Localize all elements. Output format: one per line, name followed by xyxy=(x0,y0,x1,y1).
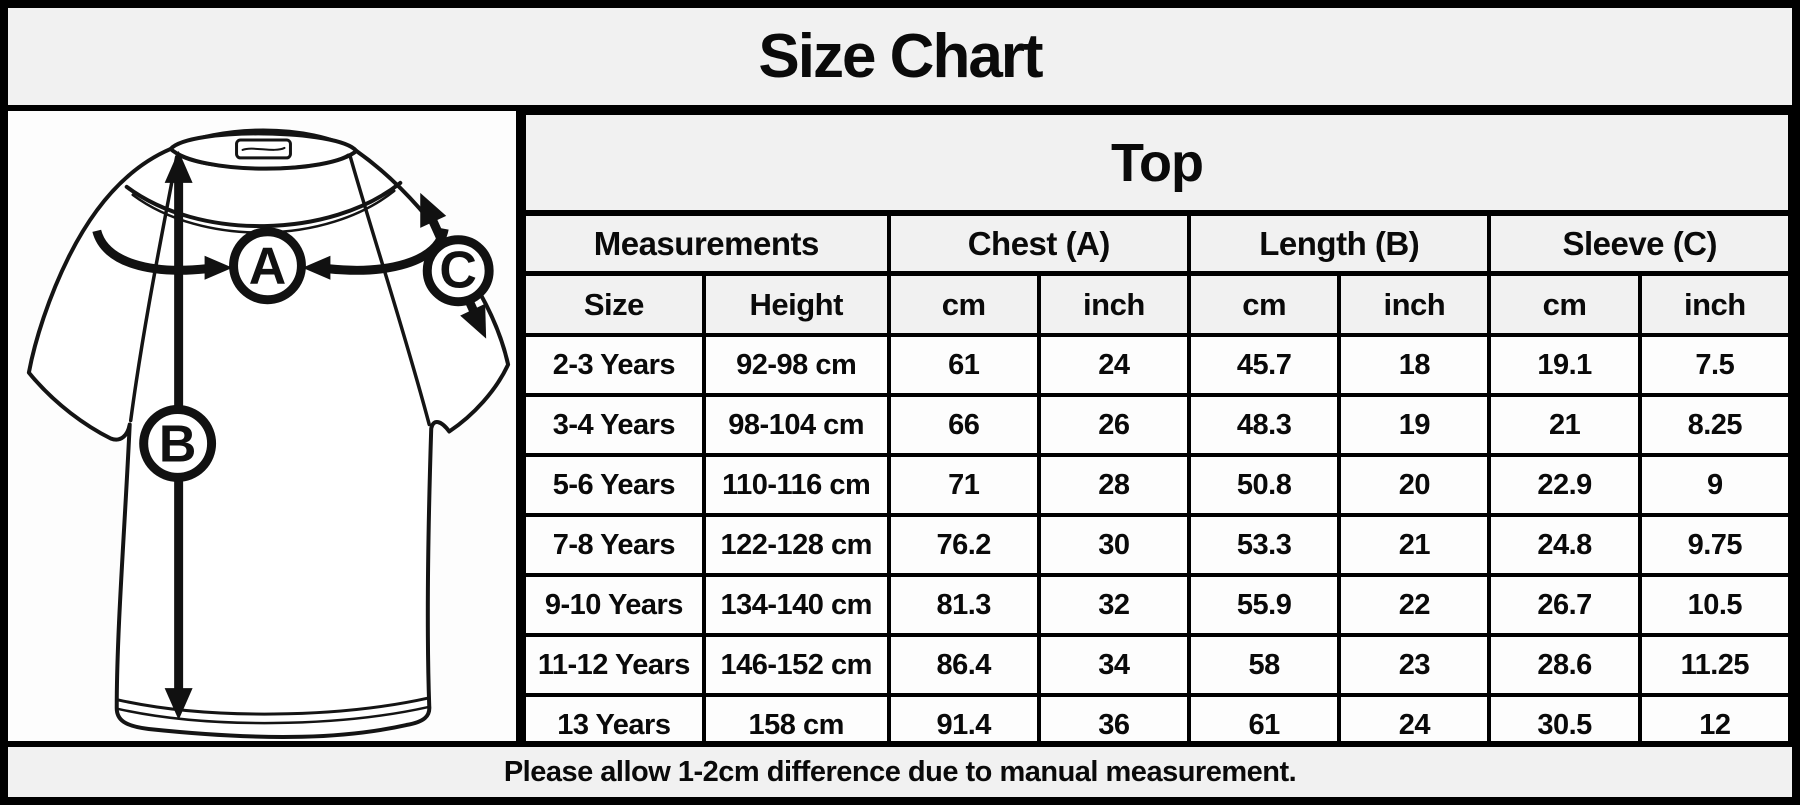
yoke-seam xyxy=(124,180,403,229)
table-row: 11-12 Years 146-152 cm 86.4 34 58 23 28.6 11.25 xyxy=(522,633,1793,697)
group-header-cell: Length (B) xyxy=(1187,211,1492,276)
table-cell: 11-12 Years xyxy=(522,633,706,697)
title-bar: Size Chart xyxy=(8,8,1792,111)
raglan-seam-left xyxy=(128,155,179,423)
table-row: 13 Years 158 cm 91.4 36 61 24 30.5 12 xyxy=(522,693,1793,757)
table-section-row: Top xyxy=(522,111,1792,216)
table-row: 9-10 Years 134-140 cm 81.3 32 55.9 22 26.7 10.5 xyxy=(522,573,1793,637)
sub-header-cell: cm xyxy=(1487,271,1642,337)
main-area: A B C xyxy=(8,111,1793,757)
sub-header-cell: cm xyxy=(886,271,1041,337)
table-cell: 7.5 xyxy=(1637,333,1793,397)
table-cell: 92-98 cm xyxy=(701,333,891,397)
table-cell: 81.3 xyxy=(886,573,1041,637)
table-row: 2-3 Years 92-98 cm 61 24 45.7 18 19.1 7.5 xyxy=(522,333,1793,397)
label-a-badge: A xyxy=(229,227,306,305)
table-cell: 71 xyxy=(886,453,1041,517)
sub-header-cell: Size xyxy=(522,271,706,337)
label-a: A xyxy=(249,238,287,296)
table-cell: 8.25 xyxy=(1637,393,1793,457)
table-cell: 23 xyxy=(1337,633,1492,697)
table-cell: 19 xyxy=(1337,393,1492,457)
table-cell: 18 xyxy=(1337,333,1492,397)
sub-header-cell: inch xyxy=(1036,271,1192,337)
table-cell: 26.7 xyxy=(1487,573,1642,637)
table-cell: 34 xyxy=(1036,633,1192,697)
table-cell: 22 xyxy=(1337,573,1492,637)
table-cell: 86.4 xyxy=(886,633,1041,697)
sub-header-cell: cm xyxy=(1187,271,1342,337)
group-header-row: Measurements Chest (A) Length (B) Sleeve (C… xyxy=(522,211,1792,276)
sub-header-cell: Height xyxy=(701,271,891,337)
table-cell: 11.25 xyxy=(1637,633,1793,697)
table-cell: 3-4 Years xyxy=(522,393,706,457)
table-section-title: Top xyxy=(522,111,1792,216)
group-header-cell: Sleeve (C) xyxy=(1487,211,1792,276)
table-cell: 122-128 cm xyxy=(701,513,891,577)
table-cell: 19.1 xyxy=(1487,333,1642,397)
table-cell: 50.8 xyxy=(1187,453,1342,517)
table-cell: 61 xyxy=(886,333,1041,397)
table-cell: 28 xyxy=(1036,453,1192,517)
table-cell: 66 xyxy=(886,393,1041,457)
table-cell: 22.9 xyxy=(1487,453,1642,517)
table-cell: 55.9 xyxy=(1187,573,1342,637)
table-row: 3-4 Years 98-104 cm 66 26 48.3 19 21 8.25 xyxy=(522,393,1793,457)
hem-stitch-2 xyxy=(117,705,430,725)
label-c-badge: C xyxy=(422,235,494,307)
table-cell: 98-104 cm xyxy=(701,393,891,457)
table-cell: 146-152 cm xyxy=(701,633,891,697)
tshirt-illustration: A B C xyxy=(26,128,511,739)
page-title: Size Chart xyxy=(758,22,1043,91)
table-cell: 32 xyxy=(1036,573,1192,637)
table-cell: 5-6 Years xyxy=(522,453,706,517)
table-cell: 28.6 xyxy=(1487,633,1642,697)
table-cell: 9 xyxy=(1637,453,1793,517)
size-table-body: 2-3 Years 92-98 cm 61 24 45.7 18 19.1 7.5 3-4 Ye… xyxy=(522,333,1793,757)
table-cell: 53.3 xyxy=(1187,513,1342,577)
table-cell: 24 xyxy=(1036,333,1192,397)
tshirt-diagram: A B C xyxy=(8,111,522,741)
collar-tag-print xyxy=(241,146,286,151)
table-cell: 26 xyxy=(1036,393,1192,457)
table-cell: 20 xyxy=(1337,453,1492,517)
table-cell: 45.7 xyxy=(1187,333,1342,397)
table-cell: 7-8 Years xyxy=(522,513,706,577)
sub-header-row: Size Height cm inch cm inch cm inch xyxy=(522,271,1793,337)
table-cell: 58 xyxy=(1187,633,1342,697)
group-header-cell: Measurements xyxy=(522,211,891,276)
table-cell: 9.75 xyxy=(1637,513,1793,577)
sub-header-cell: inch xyxy=(1637,271,1793,337)
size-table-wrap: Top Measurements Chest (A) Length (B) Sleev… xyxy=(522,111,1793,757)
hem-stitch-1 xyxy=(117,696,430,716)
group-header-cell: Chest (A) xyxy=(886,211,1192,276)
table-cell: 30 xyxy=(1036,513,1192,577)
table-cell: 134-140 cm xyxy=(701,573,891,637)
table-cell: 21 xyxy=(1337,513,1492,577)
label-b: B xyxy=(159,415,197,473)
sub-header-cell: inch xyxy=(1337,271,1492,337)
table-cell: 10.5 xyxy=(1637,573,1793,637)
table-cell: 48.3 xyxy=(1187,393,1342,457)
table-cell: 21 xyxy=(1487,393,1642,457)
raglan-seam-right xyxy=(348,155,431,427)
table-row: 5-6 Years 110-116 cm 71 28 50.8 20 22.9 9 xyxy=(522,453,1793,517)
table-cell: 110-116 cm xyxy=(701,453,891,517)
footer-note: Please allow 1-2cm difference due to man… xyxy=(8,741,1792,797)
size-table: Top Measurements Chest (A) Length (B) Sleev… xyxy=(522,111,1793,757)
table-cell: 9-10 Years xyxy=(522,573,706,637)
table-cell: 24.8 xyxy=(1487,513,1642,577)
table-cell: 76.2 xyxy=(886,513,1041,577)
collar-band xyxy=(177,153,350,170)
label-b-badge: B xyxy=(139,405,217,482)
table-row: 7-8 Years 122-128 cm 76.2 30 53.3 21 24.8 9.75 xyxy=(522,513,1793,577)
table-cell: 2-3 Years xyxy=(522,333,706,397)
label-c: C xyxy=(439,242,477,300)
footer-text: Please allow 1-2cm difference due to man… xyxy=(503,755,1297,788)
